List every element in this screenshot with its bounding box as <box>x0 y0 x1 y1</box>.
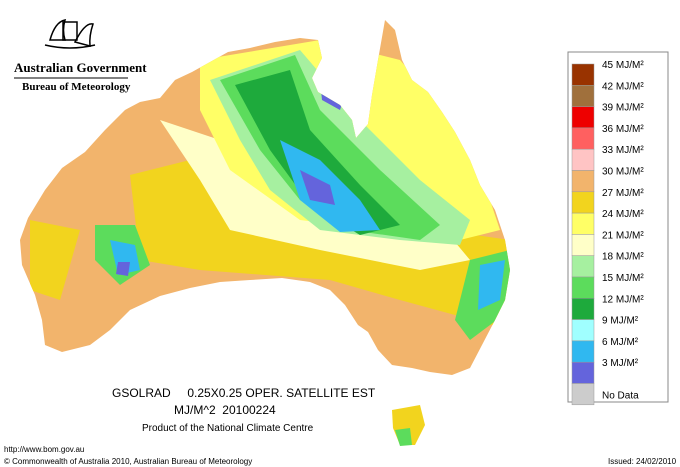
legend-label: 12 MJ/M² <box>602 294 644 305</box>
legend-label: 9 MJ/M² <box>602 316 639 327</box>
legend-label: 3 MJ/M² <box>602 358 639 369</box>
legend-swatch <box>571 106 595 129</box>
footer-copyright: © Commonwealth of Australia 2010, Austra… <box>4 457 252 466</box>
legend-swatch <box>571 170 595 193</box>
legend-swatch <box>571 298 595 320</box>
legend-swatch <box>571 212 595 235</box>
legend-swatch <box>571 319 595 342</box>
legend-label: 42 MJ/M² <box>602 81 644 92</box>
legend-swatch <box>571 63 595 86</box>
legend: 45 MJ/M² 42 MJ/M² 39 MJ/M² 36 MJ/M² 33 MJ/M²… <box>571 60 644 406</box>
legend-swatch <box>571 127 595 150</box>
legend-swatch <box>571 340 595 363</box>
caption-line: GSOLRAD 0.25X0.25 OPER. SATELLITE EST <box>112 386 376 400</box>
legend-swatch <box>571 383 595 406</box>
australia-map <box>20 20 510 446</box>
footer-issued: Issued: 24/02/2010 <box>608 457 677 466</box>
legend-label: 27 MJ/M² <box>602 188 644 199</box>
caption-line: Product of the National Climate Centre <box>142 423 314 434</box>
legend-swatch <box>571 148 595 171</box>
legend-label: 30 MJ/M² <box>602 167 644 178</box>
legend-label: 36 MJ/M² <box>602 124 644 135</box>
legend-label: 39 MJ/M² <box>602 103 644 114</box>
legend-swatch <box>571 234 595 256</box>
legend-label: 6 MJ/M² <box>602 337 639 348</box>
legend-label: 45 MJ/M² <box>602 60 644 71</box>
legend-label: 33 MJ/M² <box>602 145 644 156</box>
legend-label: No Data <box>602 391 639 402</box>
legend-swatch <box>571 191 595 214</box>
legend-swatch <box>571 276 595 299</box>
government-name: Australian Government <box>14 60 147 75</box>
caption-line: MJ/M^2 20100224 <box>174 403 276 417</box>
agency-name: Bureau of Meteorology <box>22 81 131 93</box>
legend-swatch <box>571 361 595 384</box>
legend-swatch <box>571 85 595 107</box>
legend-label: 15 MJ/M² <box>602 273 644 284</box>
legend-label: 24 MJ/M² <box>602 209 644 220</box>
legend-label: 21 MJ/M² <box>602 230 644 241</box>
footer-url: http://www.bom.gov.au <box>4 445 84 454</box>
legend-swatch <box>571 255 595 278</box>
legend-label: 18 MJ/M² <box>602 252 644 263</box>
emblem <box>44 19 96 49</box>
